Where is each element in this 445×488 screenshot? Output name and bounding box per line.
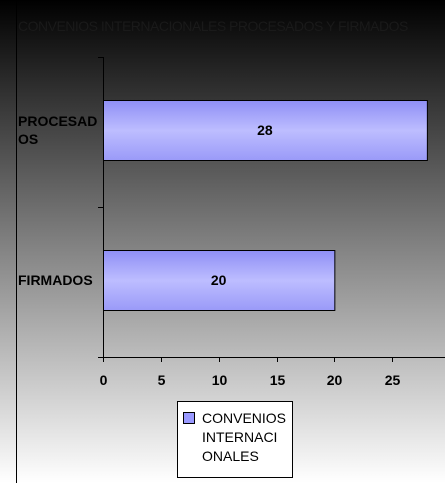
x-tick-label: 20 — [327, 372, 343, 388]
legend: CONVENIOS INTERNACI ONALES — [177, 401, 293, 478]
legend-label-line: ONALES — [202, 448, 259, 464]
x-tick-label: 10 — [212, 372, 228, 388]
legend-label: CONVENIOS INTERNACI ONALES — [202, 410, 286, 464]
legend-box — [177, 401, 293, 478]
bars: 28 20 — [103, 100, 428, 311]
x-axis-ticks: 05101520253 — [100, 357, 401, 388]
x-tick-label: 0 — [100, 372, 108, 388]
legend-label-line: CONVENIOS — [202, 410, 286, 426]
bar — [103, 250, 336, 311]
x-tick-label: 15 — [270, 372, 286, 388]
category-labels: PROCESAD OS FIRMADOS — [18, 113, 97, 288]
category-label: FIRMADOS — [18, 272, 93, 288]
bar-data-label: 20 — [211, 272, 227, 288]
category-label-line: OS — [18, 131, 38, 147]
category-label: PROCESAD OS — [18, 113, 97, 147]
category-label-line: FIRMADOS — [18, 272, 93, 288]
bar — [103, 100, 428, 161]
x-tick-label: 25 — [385, 372, 401, 388]
x-tick-label: 5 — [158, 372, 166, 388]
legend-label-line: INTERNACI — [202, 429, 277, 445]
legend-swatch — [183, 412, 195, 424]
category-label-line: PROCESAD — [18, 113, 97, 129]
chart-title: CONVENIOS INTERNACIONALES PROCESADOS Y F… — [18, 18, 408, 34]
bar-data-label: 28 — [257, 122, 273, 138]
